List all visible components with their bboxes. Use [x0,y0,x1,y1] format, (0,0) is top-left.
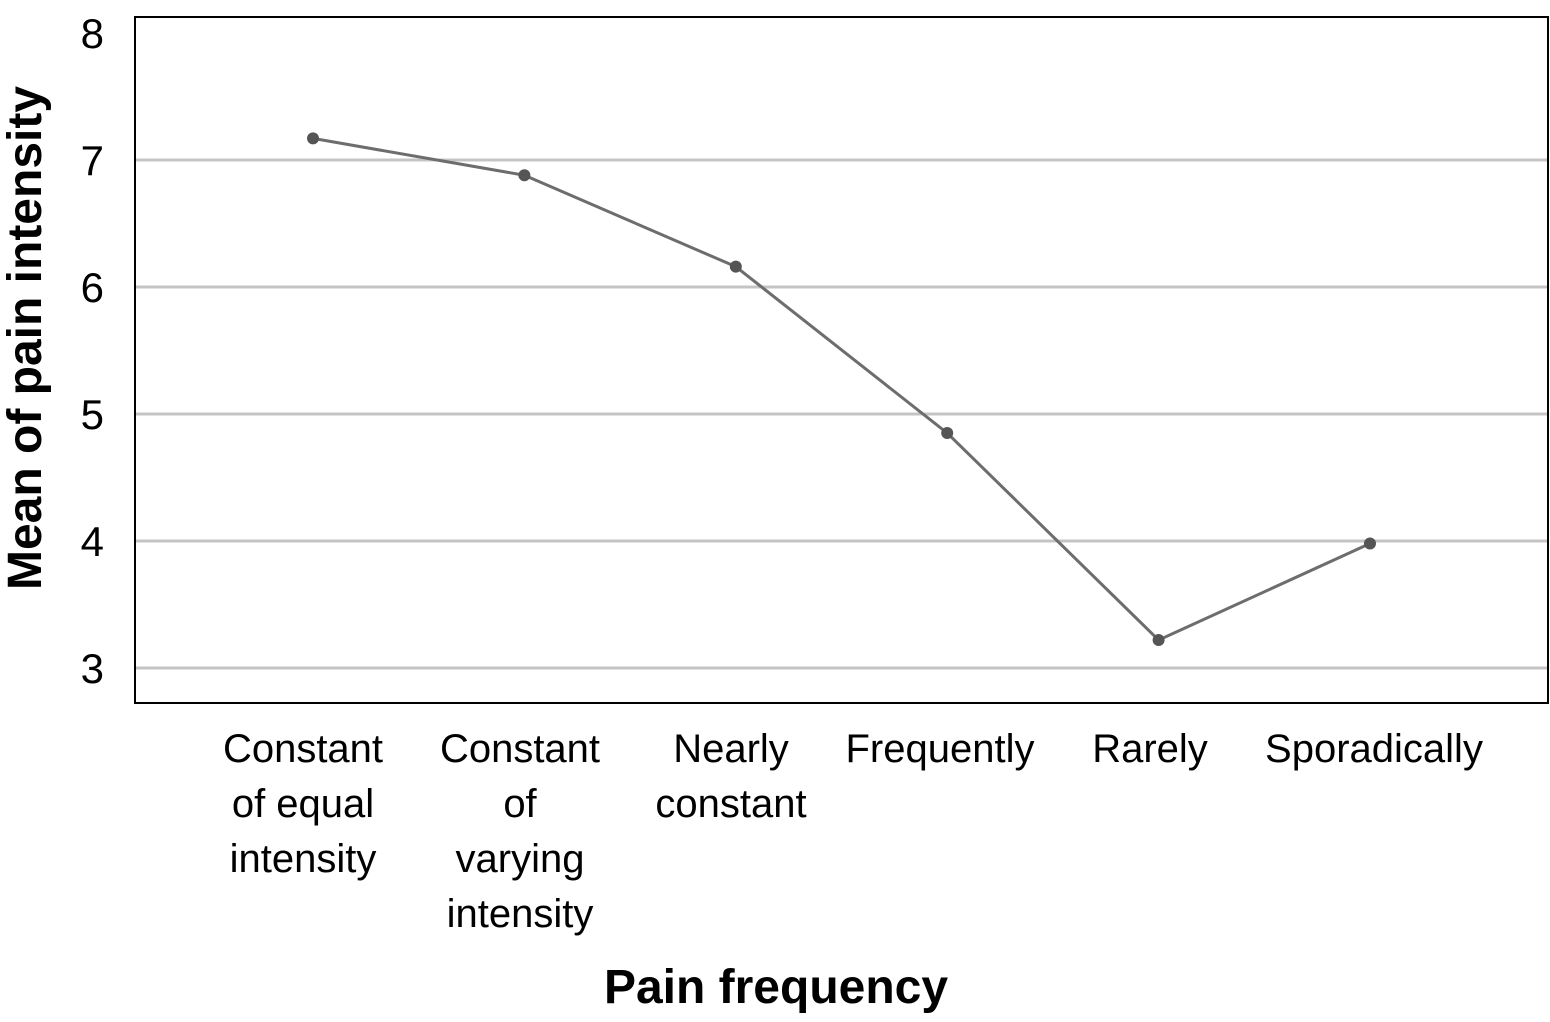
gridlines [135,158,1548,670]
y-tick-label: 6 [81,264,104,311]
data-point [729,260,742,273]
x-tick-label-line: Constant [223,727,383,771]
x-tick-label-line: Constant [440,727,600,771]
data-point [1152,634,1165,647]
series-line [312,136,1371,642]
y-tick-label: 4 [81,518,104,565]
data-point [1364,537,1376,550]
data-point [941,427,954,440]
x-tick-label-line: Sporadically [1265,727,1483,771]
plot-frame [134,16,1549,704]
y-axis-title: Mean of pain intensity [0,86,52,590]
x-tick-label-line: Nearly [673,727,789,771]
x-tick-label: Constant of equal intensity [223,727,383,881]
x-tick-label: Rarely [1092,727,1208,771]
x-tick-label-line: Frequently [846,727,1035,771]
x-axis-ticks: Constant of equal intensity Constant of varyi… [223,727,1483,936]
x-tick-label: Frequently [846,727,1035,771]
x-tick-label: Constant of varying intensity [440,727,600,936]
y-tick-label: 8 [81,10,104,57]
x-tick-label-line: of equal [232,782,374,826]
y-tick-label: 5 [81,391,104,438]
data-point [307,132,319,145]
x-tick-label: Nearly constant [655,727,806,826]
x-tick-label-line: intensity [230,837,377,881]
x-tick-label-line: varying [456,837,585,881]
series-layer [307,132,1376,647]
x-tick-label-line: of [503,782,537,826]
x-tick-label-line: Rarely [1092,727,1208,771]
x-tick-label-line: constant [655,782,806,826]
y-axis-ticks: 3 4 5 6 7 8 [81,10,104,692]
data-point [518,169,531,182]
x-tick-label: Sporadically [1265,727,1483,771]
x-tick-label-line: intensity [447,892,594,936]
y-tick-label: 3 [81,645,104,692]
y-tick-label: 7 [81,137,104,184]
x-axis-title: Pain frequency [604,961,948,1014]
